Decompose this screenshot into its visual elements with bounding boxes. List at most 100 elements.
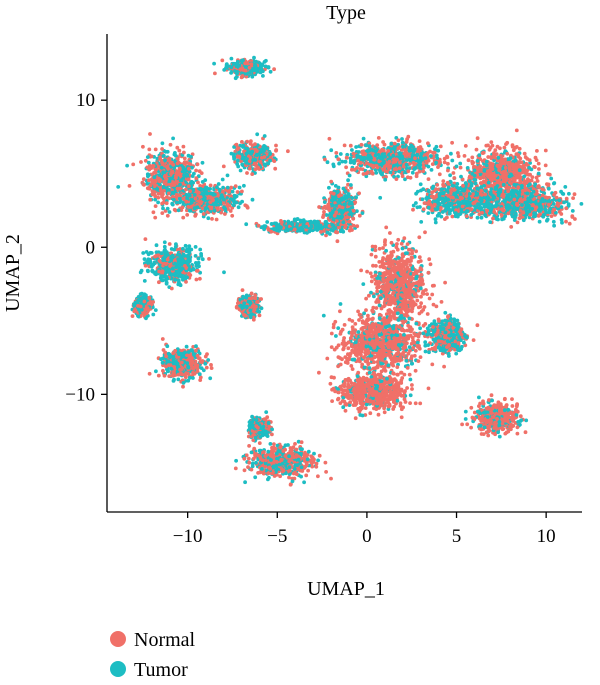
point-tumor xyxy=(156,200,161,205)
point-tumor xyxy=(277,462,282,467)
point-normal xyxy=(283,454,288,458)
point-tumor xyxy=(217,187,222,192)
point-tumor xyxy=(266,449,271,454)
point-tumor xyxy=(230,197,235,202)
point-tumor xyxy=(276,449,281,453)
point-tumor xyxy=(198,247,203,252)
point-tumor xyxy=(181,246,185,251)
point-tumor xyxy=(187,247,191,252)
point-normal xyxy=(167,156,172,161)
point-normal xyxy=(193,196,198,201)
point-normal xyxy=(310,456,315,460)
point-normal xyxy=(174,192,179,197)
point-tumor xyxy=(176,274,181,278)
point-normal xyxy=(220,58,225,63)
point-tumor xyxy=(242,304,247,309)
point-normal xyxy=(199,171,204,176)
point-tumor xyxy=(192,171,196,176)
point-normal xyxy=(160,269,165,274)
point-normal xyxy=(156,373,161,378)
point-normal xyxy=(316,474,320,479)
point-tumor xyxy=(160,360,165,365)
point-normal xyxy=(167,242,172,246)
point-tumor xyxy=(302,480,306,485)
point-normal xyxy=(198,378,203,382)
point-normal xyxy=(175,161,180,166)
point-normal xyxy=(247,444,252,448)
point-tumor xyxy=(163,254,168,259)
point-normal xyxy=(181,215,186,220)
point-tumor xyxy=(259,306,264,311)
point-tumor xyxy=(174,265,179,270)
point-tumor xyxy=(173,261,178,266)
point-tumor xyxy=(178,282,182,287)
point-tumor xyxy=(215,197,219,202)
point-tumor xyxy=(140,296,145,301)
point-tumor xyxy=(179,178,184,183)
point-normal xyxy=(153,204,158,209)
point-normal xyxy=(167,196,172,201)
point-tumor xyxy=(192,206,197,211)
point-tumor xyxy=(234,458,239,463)
point-tumor xyxy=(436,148,441,153)
point-normal xyxy=(152,171,156,175)
point-normal xyxy=(186,177,191,182)
point-tumor xyxy=(232,193,237,198)
point-normal xyxy=(127,184,132,188)
point-normal xyxy=(240,140,244,144)
point-tumor xyxy=(152,175,157,180)
point-tumor xyxy=(136,295,141,299)
point-normal xyxy=(194,364,199,369)
point-normal xyxy=(179,360,184,365)
point-normal xyxy=(160,160,165,165)
point-normal xyxy=(281,468,286,473)
point-normal xyxy=(304,462,309,467)
point-normal xyxy=(169,286,174,291)
point-tumor xyxy=(220,177,225,182)
point-tumor xyxy=(250,149,255,154)
point-tumor xyxy=(172,272,176,277)
point-normal xyxy=(245,204,249,209)
point-tumor xyxy=(268,151,272,156)
point-tumor xyxy=(268,442,273,446)
point-normal xyxy=(177,170,181,175)
point-tumor xyxy=(249,312,254,317)
point-tumor xyxy=(187,267,192,272)
point-tumor xyxy=(237,63,242,67)
point-tumor xyxy=(275,228,279,233)
point-tumor xyxy=(171,197,176,202)
point-tumor xyxy=(168,355,172,360)
point-tumor xyxy=(222,270,226,275)
point-tumor xyxy=(268,69,273,74)
point-normal xyxy=(327,136,332,141)
point-tumor xyxy=(279,225,283,230)
point-normal xyxy=(253,296,258,301)
point-normal xyxy=(272,446,276,451)
point-tumor xyxy=(177,196,182,201)
point-tumor xyxy=(176,257,181,262)
point-normal xyxy=(157,258,162,263)
point-normal xyxy=(152,190,157,194)
point-tumor xyxy=(165,344,170,349)
point-tumor xyxy=(250,197,255,202)
point-tumor xyxy=(203,206,208,211)
point-normal xyxy=(185,371,190,376)
point-normal xyxy=(208,183,213,188)
point-normal xyxy=(292,455,297,459)
point-tumor xyxy=(232,154,236,159)
point-normal xyxy=(290,451,294,456)
point-normal xyxy=(148,132,152,136)
point-tumor xyxy=(177,264,182,269)
point-normal xyxy=(176,372,181,377)
point-normal xyxy=(233,466,238,471)
point-tumor xyxy=(157,173,162,177)
point-normal xyxy=(240,288,245,292)
point-normal xyxy=(145,306,150,310)
point-tumor xyxy=(253,63,258,68)
point-normal xyxy=(147,295,152,300)
point-normal xyxy=(291,471,296,476)
point-normal xyxy=(142,299,147,304)
point-normal xyxy=(193,214,198,218)
scatter-points xyxy=(116,55,584,487)
point-tumor xyxy=(225,185,230,190)
